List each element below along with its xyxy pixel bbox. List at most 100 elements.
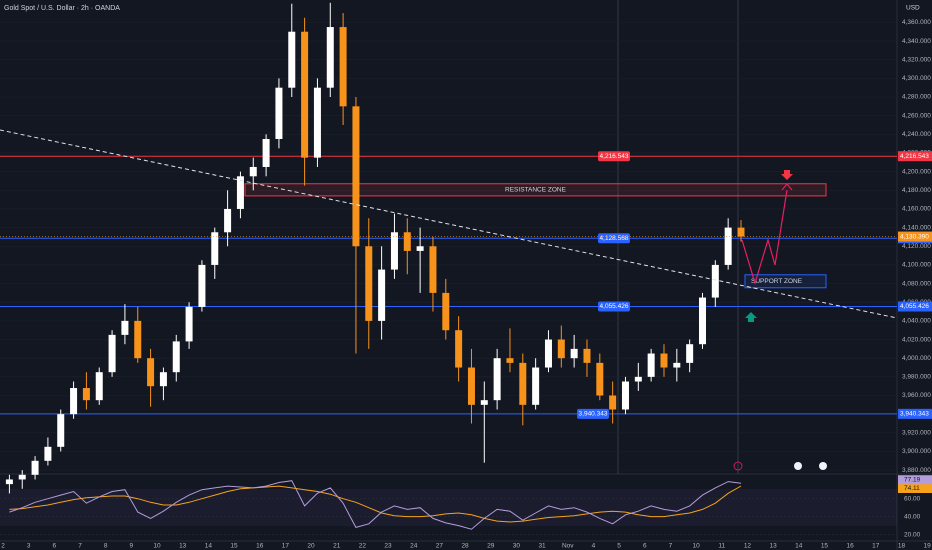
y-tick-label: 4,100.000 (902, 262, 931, 269)
candle-body (544, 339, 552, 368)
candle-body (532, 367, 540, 405)
x-tick-label: 13 (179, 543, 187, 550)
x-tick-label: 9 (130, 543, 134, 550)
candle-body (673, 362, 681, 368)
y-tick-label: 3,920.000 (902, 430, 931, 437)
candle-body (442, 292, 450, 331)
candle-body (365, 246, 373, 321)
zone-label: RESISTANCE ZONE (505, 187, 567, 194)
candle-body (647, 353, 655, 377)
event-icon[interactable] (819, 462, 827, 470)
currency-label: USD (906, 5, 920, 12)
candle-body (262, 138, 270, 167)
x-tick-label: 14 (205, 543, 213, 550)
candle-body (455, 330, 463, 368)
candle-body (44, 446, 52, 461)
candle-body (596, 362, 604, 396)
buy-arrow (745, 312, 757, 322)
rsi-ma-line (9, 485, 742, 523)
x-tick-label: 6 (53, 543, 57, 550)
y-tick-label: 4,360.000 (902, 19, 931, 26)
zone-label: SUPPORT ZONE (751, 278, 803, 285)
x-tick-label: 30 (513, 543, 521, 550)
y-tick-label: 4,300.000 (902, 75, 931, 82)
y-tick-label: 4,040.000 (902, 318, 931, 325)
y-tick-label: 4,140.000 (902, 224, 931, 231)
rsi-line-value-box (898, 475, 932, 485)
rsi-ma-line-value-label: 74.11 (904, 485, 920, 492)
x-tick-label: 14 (795, 543, 803, 550)
y-tick-label: 3,960.000 (902, 392, 931, 399)
rsi-band (0, 489, 897, 526)
price-tag-box (598, 151, 630, 162)
candle-body (403, 232, 411, 251)
candle-body (301, 31, 309, 158)
axis-price-box (898, 408, 932, 419)
candle-body (172, 341, 180, 373)
y-tick-label: 3,900.000 (902, 448, 931, 455)
x-tick-label: 22 (359, 543, 367, 550)
x-tick-label: 11 (718, 543, 725, 550)
y-tick-label: 4,320.000 (902, 56, 931, 63)
candle-body (326, 27, 334, 88)
candle-body (467, 367, 475, 405)
x-tick-label: 24 (410, 543, 418, 550)
rsi-line (9, 480, 742, 530)
x-tick-label: 12 (744, 543, 752, 550)
x-tick-label: 28 (461, 543, 469, 550)
last-price-box (898, 231, 932, 242)
candle-body (236, 176, 244, 209)
x-tick-label: 23 (384, 543, 392, 550)
candle-body (480, 400, 488, 405)
candle-body (506, 358, 514, 363)
y-tick-label: 4,280.000 (902, 94, 931, 101)
sell-arrow (781, 170, 793, 180)
candle-body (416, 246, 424, 251)
candle-body (570, 348, 578, 359)
x-tick-label: 2 (1, 543, 5, 550)
price-tag-box (598, 301, 630, 312)
y-tick-label: 4,340.000 (902, 38, 931, 45)
candle-body (583, 348, 591, 363)
event-icon[interactable] (733, 461, 743, 471)
candle-body (313, 87, 321, 158)
x-tick-label: 4 (592, 543, 596, 550)
candle-body (390, 232, 398, 270)
price-tag-box (577, 408, 609, 419)
candle-body (275, 87, 283, 139)
candle-body (288, 31, 296, 88)
x-tick-label: 10 (692, 543, 700, 550)
y-tick-label: 4,200.000 (902, 168, 931, 175)
price-tag: 4,055.426 (600, 303, 629, 310)
candle-body (134, 320, 142, 359)
x-tick-label: 27 (436, 543, 444, 550)
candle-body (70, 388, 78, 415)
candle-body (686, 344, 694, 363)
candle-body (493, 358, 501, 401)
x-tick-label: 17 (282, 543, 290, 550)
candle-body (698, 297, 706, 345)
price-tag: 4,128.568 (600, 235, 629, 242)
x-tick-label: 16 (846, 543, 854, 550)
rsi-tick-label: 40.00 (904, 513, 921, 520)
axis-price-label: 3,940.343 (900, 411, 929, 418)
x-tick-label: 5 (617, 543, 621, 550)
x-tick-label: 29 (487, 543, 495, 550)
zone (744, 274, 827, 289)
x-tick-label: 18 (898, 543, 906, 550)
candle-body (339, 27, 347, 107)
price-tag: 4,216.543 (600, 153, 629, 160)
candle-body (211, 232, 219, 265)
candle-body (737, 227, 745, 237)
candle-body (660, 353, 668, 368)
axis-price-box (898, 301, 932, 312)
x-tick-label: 16 (256, 543, 264, 550)
candle-body (185, 306, 193, 342)
rsi-tick-label: 60.00 (904, 495, 921, 502)
event-icon[interactable] (794, 462, 802, 470)
rsi-tick-label: 20.00 (904, 531, 921, 538)
candle-body (224, 208, 232, 233)
price-tag-box (598, 233, 630, 244)
candle-body (31, 460, 39, 475)
x-tick-label: 20 (307, 543, 315, 550)
